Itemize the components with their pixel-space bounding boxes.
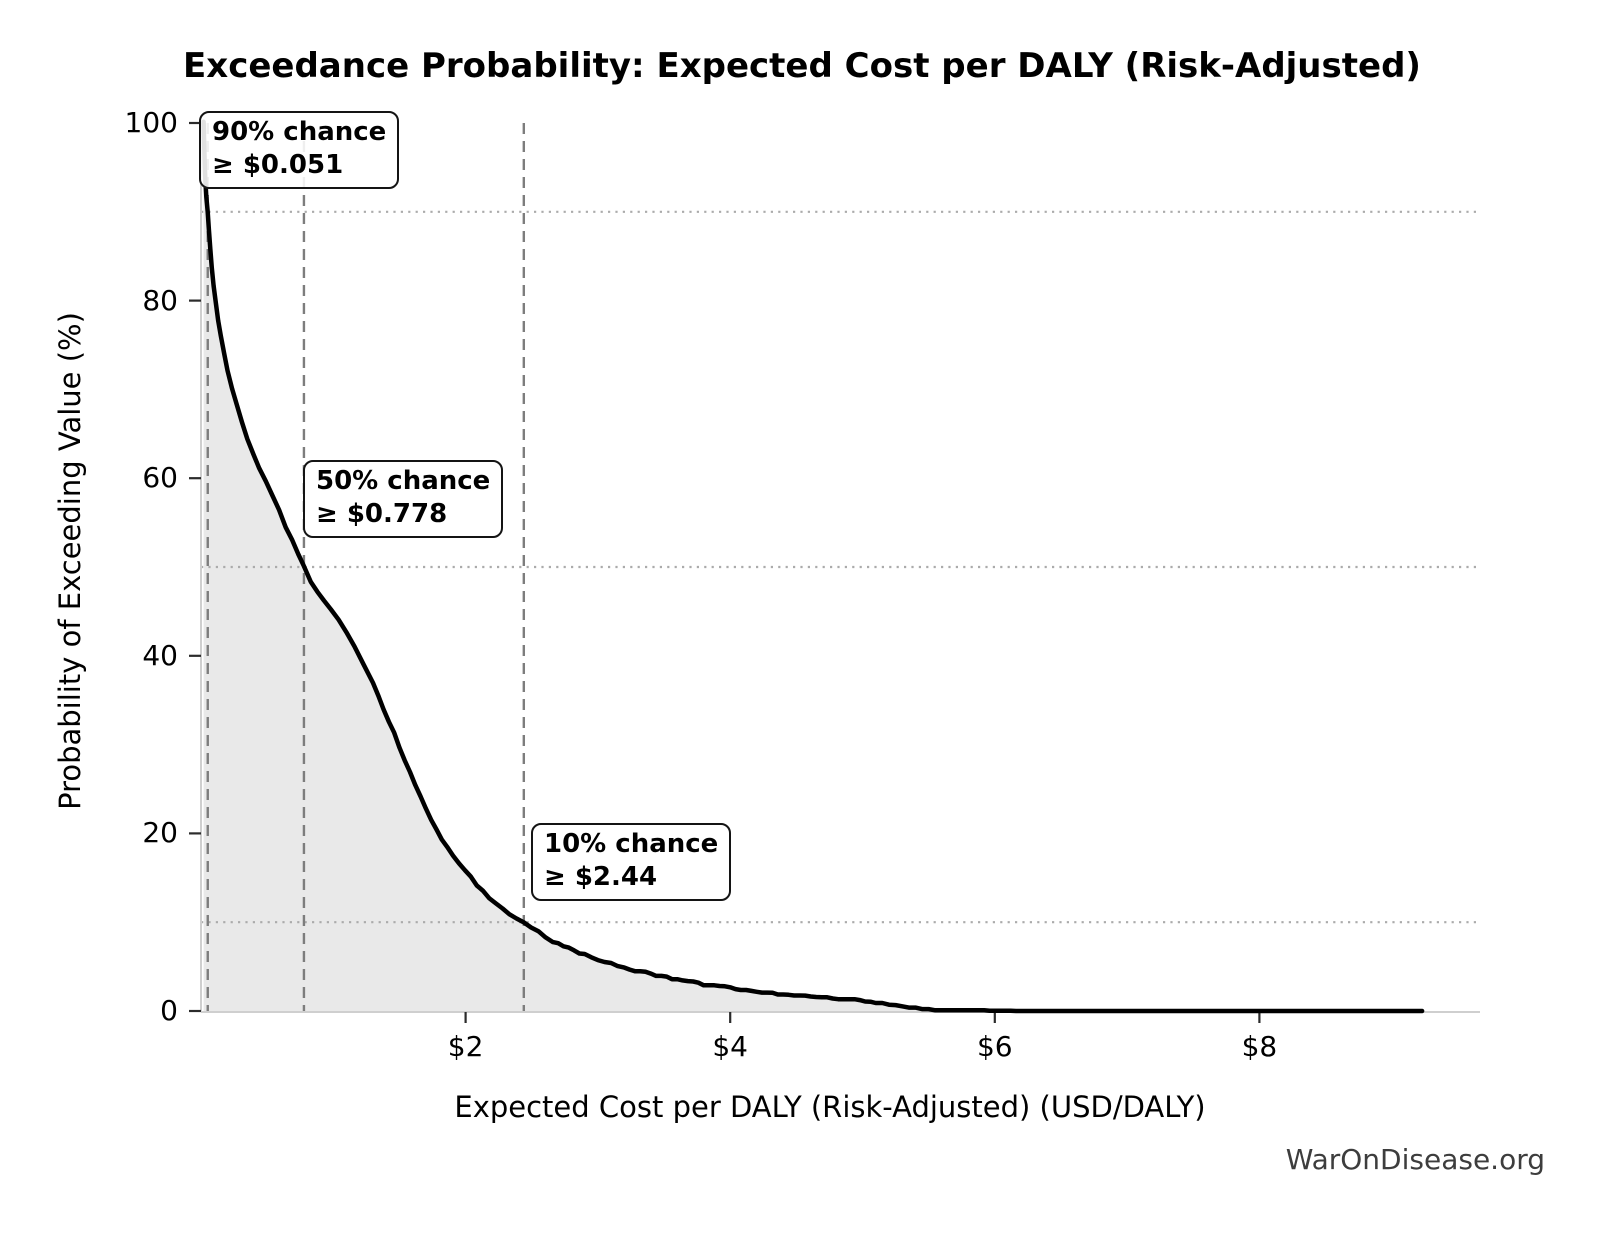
- x-tick-label-2: $2: [447, 1030, 484, 1063]
- annotation-90-chance: 90% chance: [212, 117, 387, 147]
- y-tick-label-100: 100: [124, 106, 178, 139]
- x-tick-label-6: $6: [976, 1030, 1013, 1063]
- annotation-50-percentile: 50% chance ≥ $0.778: [303, 460, 504, 538]
- y-tick-label-40: 40: [142, 638, 178, 672]
- y-tick-label-60: 60: [142, 461, 178, 495]
- exceedance-curve: [201, 119, 1425, 1014]
- curve-fill: [203, 121, 1423, 1011]
- annotation-50-value: ≥ $0.778: [316, 499, 448, 529]
- y-tick-label-80: 80: [142, 283, 178, 317]
- annotation-10-percentile: 10% chance ≥ $2.44: [531, 823, 732, 901]
- chart-title: Exceedance Probability: Expected Cost pe…: [183, 46, 1421, 86]
- x-tick-label-8: $8: [1241, 1030, 1278, 1063]
- watermark: WarOnDisease.org: [1285, 1143, 1545, 1176]
- y-tick-label-20: 20: [142, 816, 178, 850]
- annotation-90-value: ≥ $0.051: [212, 150, 344, 180]
- annotation-10-value: ≥ $2.44: [544, 862, 658, 892]
- annotation-90-percentile: 90% chance ≥ $0.051: [199, 111, 400, 189]
- x-tick-label-4: $4: [712, 1030, 748, 1063]
- annotation-10-chance: 10% chance: [544, 829, 719, 859]
- x-axis-label: Expected Cost per DALY (Risk-Adjusted) (…: [454, 1090, 1206, 1124]
- annotation-50-chance: 50% chance: [316, 466, 491, 496]
- y-tick-label-0: 0: [160, 994, 178, 1027]
